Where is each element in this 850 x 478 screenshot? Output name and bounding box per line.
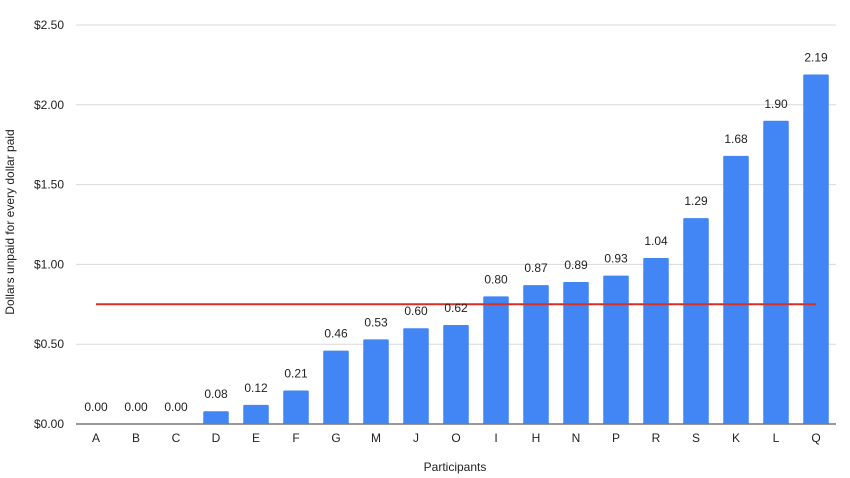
data-label: 0.00	[84, 400, 108, 414]
data-label: 0.87	[524, 261, 548, 275]
data-label: 0.62	[444, 301, 468, 315]
x-tick-label: Q	[811, 431, 820, 445]
bar	[523, 285, 549, 424]
bar	[403, 328, 429, 424]
data-label: 0.93	[604, 252, 628, 266]
y-tick-label: $2.00	[34, 98, 64, 112]
x-tick-label: F	[292, 431, 299, 445]
bar	[563, 281, 589, 424]
bar	[323, 350, 349, 424]
x-tick-label: L	[773, 431, 780, 445]
bar	[723, 155, 749, 424]
bar	[683, 218, 709, 424]
y-tick-label: $0.00	[34, 417, 64, 431]
bar	[363, 339, 389, 424]
data-label: 1.68	[724, 132, 748, 146]
x-tick-label: C	[172, 431, 181, 445]
data-label: 0.00	[124, 400, 148, 414]
bar	[283, 390, 309, 424]
data-label: 0.60	[404, 304, 428, 318]
x-tick-label: A	[92, 431, 100, 445]
data-label: 0.08	[204, 387, 228, 401]
x-tick-label: P	[612, 431, 620, 445]
x-tick-label: M	[371, 431, 381, 445]
bar	[483, 296, 509, 424]
gridlines	[76, 24, 836, 425]
y-tick-label: $0.50	[34, 337, 64, 351]
data-label: 0.00	[164, 400, 188, 414]
x-axis-title: Participants	[424, 460, 487, 474]
x-tick-label: D	[212, 431, 221, 445]
bar	[203, 411, 229, 424]
data-label: 1.90	[764, 97, 788, 111]
bar	[643, 258, 669, 424]
bar	[603, 275, 629, 424]
x-tick-label: B	[132, 431, 140, 445]
data-label: 0.53	[364, 315, 388, 329]
bar	[763, 120, 789, 424]
data-label: 0.12	[244, 381, 268, 395]
data-label: 1.29	[684, 194, 708, 208]
x-tick-label: R	[652, 431, 661, 445]
data-label: 0.21	[284, 366, 308, 380]
bar	[243, 404, 269, 424]
x-tick-label: O	[451, 431, 460, 445]
data-label: 1.04	[644, 234, 668, 248]
data-labels: 0.00 0.00 0.00 0.08 0.12 0.21 0.46 0.53 0.60 0.62…	[84, 50, 828, 414]
bars	[203, 74, 829, 424]
x-tick-label: G	[331, 431, 340, 445]
bar	[803, 74, 829, 424]
x-tick-label: N	[572, 431, 581, 445]
x-tick-label: K	[732, 431, 740, 445]
bar	[443, 325, 469, 424]
data-label: 0.89	[564, 258, 588, 272]
x-tick-label: I	[494, 431, 497, 445]
x-tick-label: H	[532, 431, 541, 445]
data-label: 0.80	[484, 272, 508, 286]
data-label: 0.46	[324, 327, 348, 341]
x-tick-label: J	[413, 431, 419, 445]
y-axis-title: Dollars unpaid for every dollar paid	[3, 129, 17, 314]
y-tick-label: $2.50	[34, 18, 64, 32]
x-tick-label: S	[692, 431, 700, 445]
x-tick-label: E	[252, 431, 260, 445]
data-label: 2.19	[804, 50, 828, 64]
y-tick-label: $1.00	[34, 257, 64, 271]
y-axis-ticks: $0.00 $0.50 $1.00 $1.50 $2.00 $2.50	[34, 18, 64, 431]
y-tick-label: $1.50	[34, 178, 64, 192]
